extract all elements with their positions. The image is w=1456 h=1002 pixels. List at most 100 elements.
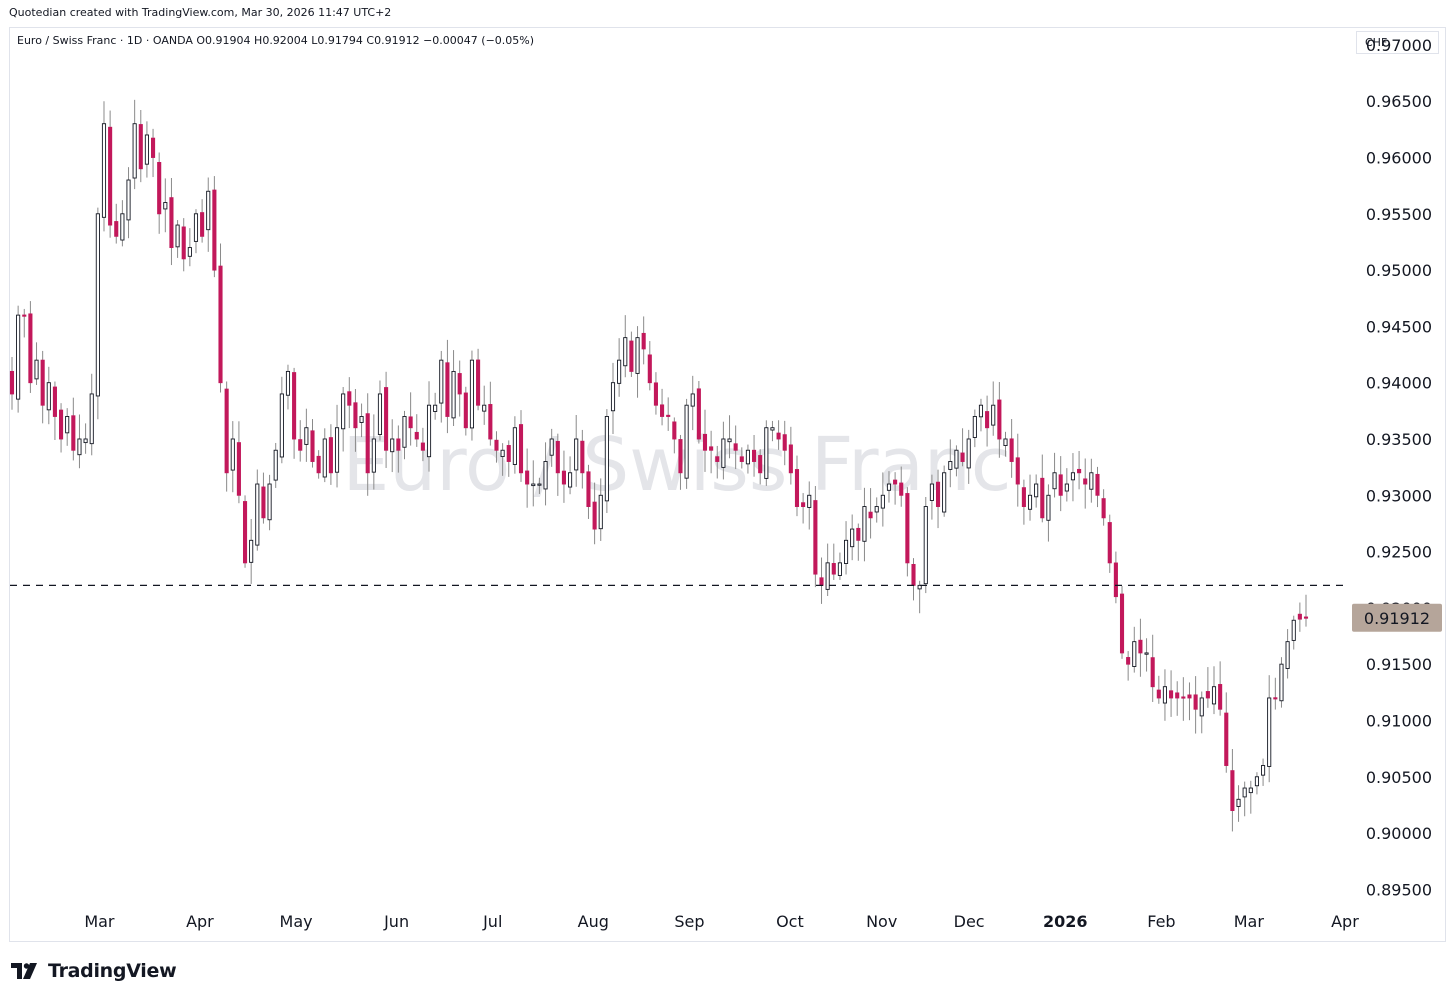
candle-body-down xyxy=(709,446,714,451)
candle-body-up xyxy=(206,190,211,231)
candle xyxy=(1242,781,1247,817)
candle xyxy=(353,389,358,452)
candle-body-down xyxy=(856,527,861,541)
candle xyxy=(856,523,861,561)
candle xyxy=(696,380,701,444)
price-tick-label: 0.92500 xyxy=(1366,543,1432,562)
time-tick-label: Aug xyxy=(578,912,609,931)
candle-body-up xyxy=(1199,697,1204,717)
candle xyxy=(304,408,309,462)
candle xyxy=(531,460,536,507)
candle-body-up xyxy=(95,213,100,397)
candle xyxy=(1015,433,1020,507)
currency-label[interactable]: CHF xyxy=(1356,31,1439,54)
candle-body-down xyxy=(1150,657,1155,688)
candle-body-down xyxy=(782,434,787,451)
candle-body-up xyxy=(439,359,444,404)
candle xyxy=(1279,657,1284,708)
candle-body-down xyxy=(696,388,701,440)
candle-body-up xyxy=(193,213,199,242)
candle-body-up xyxy=(83,438,88,444)
candle-body-down xyxy=(672,421,677,440)
candle xyxy=(899,466,904,507)
candle-body-up xyxy=(537,483,542,486)
candle xyxy=(623,315,628,378)
candle-body-up xyxy=(1248,787,1253,794)
candle xyxy=(1034,474,1039,508)
candle xyxy=(9,356,15,410)
candle-body-up xyxy=(1070,472,1076,481)
candle-body-down xyxy=(396,438,401,451)
candle xyxy=(770,420,775,442)
tradingview-logo[interactable]: TradingView xyxy=(11,960,177,982)
candle-body-up xyxy=(322,438,327,478)
candle xyxy=(1303,594,1309,627)
time-tick-label: Mar xyxy=(84,912,115,931)
price-tick-label: 0.89500 xyxy=(1366,880,1432,899)
candle-body-down xyxy=(893,479,898,485)
candle-body-down xyxy=(1095,473,1100,496)
candle xyxy=(788,426,793,485)
price-tick-label: 0.96000 xyxy=(1366,148,1432,167)
candle-body-up xyxy=(1046,494,1051,521)
candle xyxy=(568,456,573,495)
candle xyxy=(604,409,609,514)
candle xyxy=(1267,675,1272,783)
candle xyxy=(1089,458,1094,503)
candle xyxy=(187,228,192,267)
candle-body-up xyxy=(929,483,934,501)
candle xyxy=(1230,749,1235,832)
candle-body-down xyxy=(561,470,566,485)
candle xyxy=(991,381,996,436)
candle xyxy=(384,371,389,468)
candle xyxy=(77,414,82,469)
candle xyxy=(71,397,76,461)
candle xyxy=(212,176,217,278)
candle-body-down xyxy=(1169,690,1174,699)
candle-body-up xyxy=(917,584,922,590)
candle xyxy=(972,409,977,448)
candle-body-down xyxy=(242,501,248,564)
candle xyxy=(1107,514,1112,573)
candle-body-up xyxy=(1291,619,1296,641)
candle xyxy=(807,481,812,530)
candle xyxy=(101,101,107,232)
candle-body-down xyxy=(1138,639,1143,654)
candle xyxy=(537,477,542,494)
candle-body-up xyxy=(34,359,39,380)
candle xyxy=(83,423,88,454)
candle-body-down xyxy=(218,265,223,384)
candle xyxy=(1218,661,1223,716)
candle xyxy=(1162,669,1167,721)
candle xyxy=(721,421,726,480)
candle-body-down xyxy=(414,431,419,440)
candle xyxy=(997,382,1002,458)
candle-body-down xyxy=(831,563,836,575)
candle-body-up xyxy=(617,359,622,384)
candle-body-up xyxy=(255,483,260,546)
candle-body-up xyxy=(721,438,726,468)
candle-body-down xyxy=(224,388,229,474)
candle-body-up xyxy=(880,494,885,509)
candle-body-up xyxy=(334,427,340,473)
candle xyxy=(690,375,695,431)
candle-body-up xyxy=(132,123,137,179)
candle-body-down xyxy=(157,162,162,215)
candle xyxy=(1058,456,1063,512)
candle-body-down xyxy=(445,362,450,417)
candle-body-up xyxy=(635,337,640,374)
candle-body-down xyxy=(488,404,493,440)
candle-body-down xyxy=(476,359,481,406)
candle-body-down xyxy=(1021,487,1026,507)
candle xyxy=(347,377,352,429)
candle-body-up xyxy=(304,427,309,445)
candle xyxy=(709,430,714,474)
candle xyxy=(1040,454,1045,523)
candle-body-up xyxy=(482,404,487,412)
candle xyxy=(868,488,873,539)
symbol-legend: Euro / Swiss Franc · 1D · OANDA O0.91904… xyxy=(17,34,535,47)
candle xyxy=(132,99,137,190)
candle-body-down xyxy=(1303,616,1309,619)
candle-body-up xyxy=(1242,787,1247,798)
